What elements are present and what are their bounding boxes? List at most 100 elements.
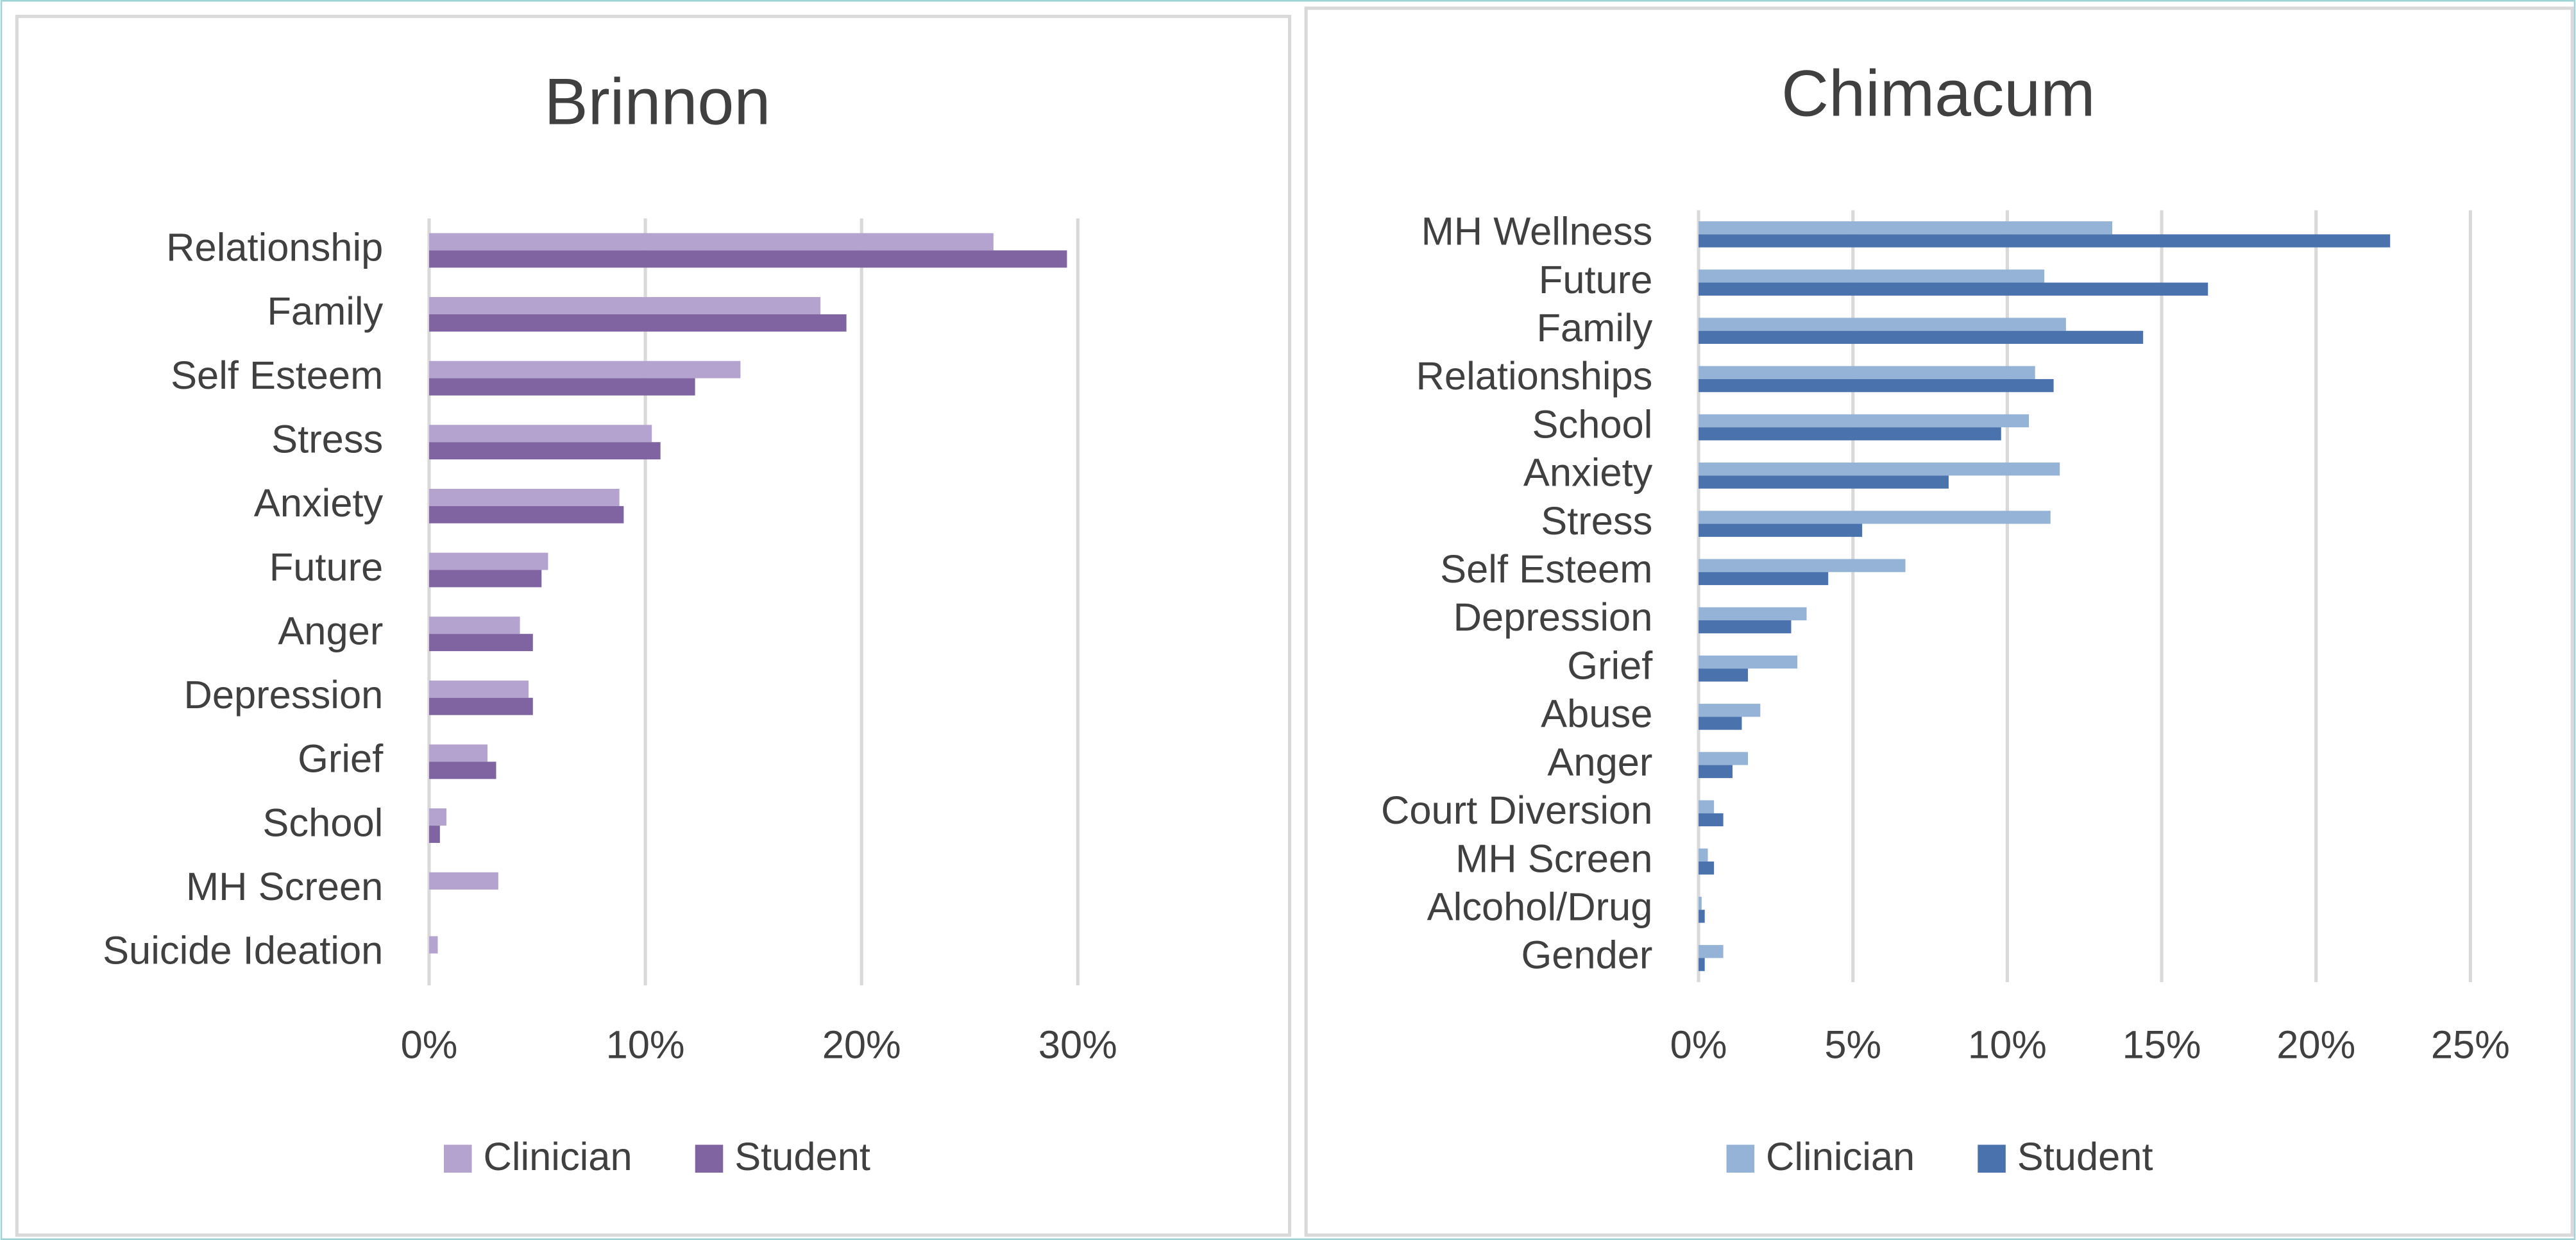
y-tick-label: School — [262, 801, 383, 845]
panel — [1304, 6, 2574, 1237]
bar — [1699, 910, 1705, 923]
x-tick-label: 10% — [1968, 1023, 2047, 1067]
legend-swatch — [444, 1144, 472, 1173]
bar — [428, 697, 533, 715]
bar — [1699, 234, 2391, 248]
x-tick-label: 0% — [1670, 1023, 1727, 1067]
bar — [428, 442, 661, 460]
y-tick-label: School — [1532, 402, 1653, 446]
bar — [1699, 862, 1715, 875]
chart-title: Chimacum — [1781, 56, 2095, 130]
y-tick-label: Alcohol/Drug — [1427, 885, 1653, 929]
bar — [1699, 765, 1733, 778]
bar — [1699, 958, 1705, 971]
x-tick-label: 10% — [606, 1023, 685, 1067]
bar — [1699, 655, 1798, 669]
bar — [1699, 221, 2113, 235]
y-tick-label: Anxiety — [254, 481, 384, 525]
x-tick-label: 0% — [401, 1023, 458, 1067]
bar — [428, 826, 440, 843]
bar — [428, 808, 446, 826]
bar — [428, 378, 695, 396]
bar — [428, 552, 548, 570]
bar — [1699, 378, 2054, 393]
legend-swatch — [695, 1144, 724, 1173]
bar — [1699, 813, 1724, 827]
y-tick-label: Court Diversion — [1381, 788, 1652, 833]
y-tick-label: Gender — [1521, 933, 1652, 978]
bar — [1699, 848, 1708, 862]
legend-label: Clinician — [483, 1135, 632, 1179]
bar — [1699, 463, 2060, 476]
bar — [1699, 269, 2045, 283]
bar — [1699, 717, 1742, 730]
bar — [428, 314, 847, 332]
chart-title: Brinnon — [544, 64, 770, 138]
bar — [1699, 752, 1749, 765]
y-tick-label: Future — [269, 545, 384, 590]
bar — [428, 297, 821, 314]
bar — [428, 505, 624, 523]
bar — [428, 936, 438, 954]
bar — [1699, 704, 1761, 717]
y-tick-label: Anxiety — [1523, 451, 1653, 495]
y-tick-label: Anger — [1547, 740, 1652, 785]
bar — [1699, 800, 1715, 813]
legend-swatch — [1726, 1144, 1755, 1173]
x-tick-label: 30% — [1038, 1023, 1117, 1067]
bar — [1699, 282, 2208, 296]
legend-label: Student — [2017, 1135, 2153, 1179]
bar — [1699, 318, 2066, 331]
bar — [428, 233, 994, 251]
bar — [1699, 620, 1792, 634]
bar — [1699, 366, 2035, 379]
bar — [1699, 330, 2144, 344]
bar — [428, 488, 620, 506]
bar — [1699, 572, 1829, 586]
bar — [1699, 668, 1749, 682]
bar — [428, 680, 529, 698]
y-tick-label: Suicide Ideation — [103, 929, 383, 973]
bar — [1699, 414, 2029, 428]
bar — [1699, 945, 1724, 958]
y-tick-label: Abuse — [1541, 692, 1652, 736]
legend-label: Clinician — [1766, 1135, 1915, 1179]
y-tick-label: Grief — [1567, 643, 1653, 688]
y-tick-label: Self Esteem — [171, 353, 383, 398]
y-tick-label: MH Screen — [186, 865, 383, 909]
bar — [428, 761, 496, 779]
bar — [1699, 523, 1863, 537]
bar — [1699, 607, 1807, 620]
bar — [1699, 475, 1949, 489]
y-tick-label: Stress — [271, 417, 383, 461]
y-tick-label: Depression — [184, 673, 384, 717]
y-tick-label: Self Esteem — [1440, 547, 1652, 591]
y-tick-label: Future — [1539, 258, 1653, 302]
y-tick-label: MH Screen — [1455, 837, 1652, 881]
bar — [428, 744, 487, 762]
y-tick-label: Relationships — [1416, 354, 1653, 398]
legend-swatch — [1978, 1144, 2006, 1173]
legend-label: Student — [734, 1135, 870, 1179]
bar — [428, 361, 741, 378]
bar — [1699, 559, 1906, 572]
x-tick-label: 20% — [2276, 1023, 2355, 1067]
y-tick-label: Stress — [1541, 499, 1652, 543]
y-tick-label: Depression — [1453, 595, 1653, 640]
x-tick-label: 25% — [2431, 1023, 2510, 1067]
bar — [1699, 511, 2051, 524]
y-tick-label: Relationship — [166, 226, 383, 270]
bar — [428, 250, 1067, 268]
x-tick-label: 20% — [822, 1023, 901, 1067]
y-tick-label: Family — [267, 289, 383, 334]
y-tick-label: Anger — [278, 609, 383, 653]
bar — [428, 616, 520, 634]
bar — [428, 872, 498, 890]
bar — [1699, 896, 1702, 910]
bar — [1699, 427, 2001, 441]
x-tick-label: 15% — [2123, 1023, 2201, 1067]
bar — [428, 425, 652, 443]
y-tick-label: Family — [1536, 306, 1652, 350]
bar — [428, 570, 542, 588]
